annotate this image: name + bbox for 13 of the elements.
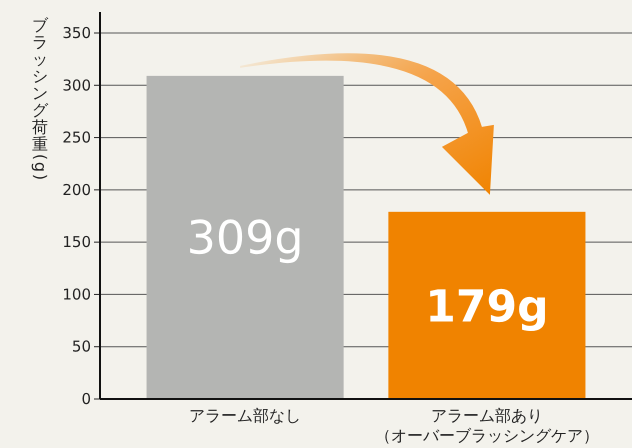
- text: ブラッシング荷重(g): [31, 16, 50, 180]
- x-tick-label: アラーム部あり（オーバーブラッシングケア）: [374, 406, 599, 445]
- y-tick-label: 350: [62, 24, 91, 42]
- y-tick-label: 200: [62, 180, 91, 199]
- data-label: 179g: [425, 281, 549, 332]
- y-tick-label: 0: [81, 390, 91, 408]
- x-tick-label: アラーム部なし: [189, 406, 302, 425]
- y-tick-label: 50: [72, 338, 91, 356]
- data-label: 309g: [186, 210, 304, 264]
- y-tick-label: 100: [62, 285, 91, 304]
- y-tick-label: 150: [62, 233, 91, 252]
- y-tick-label: 300: [62, 76, 91, 94]
- y-tick-label: 250: [62, 128, 91, 147]
